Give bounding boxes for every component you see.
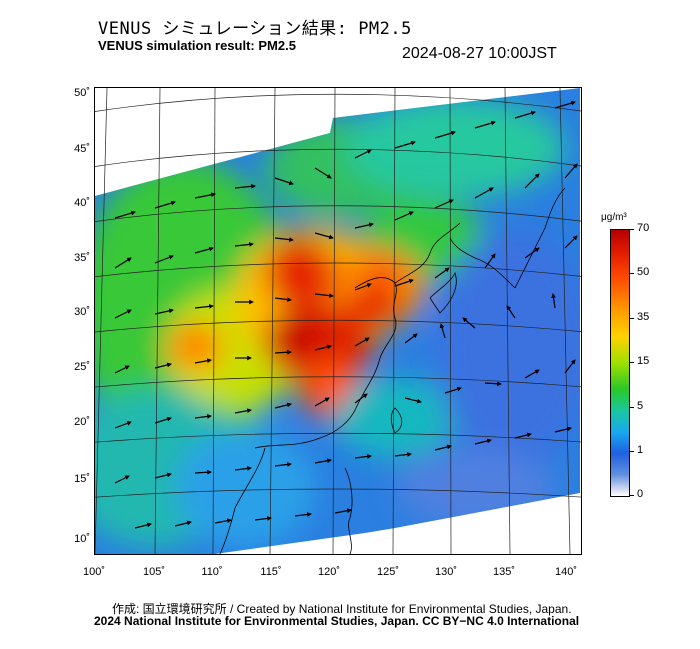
- lat-label-45: 45˚: [74, 143, 90, 155]
- colorbar-tick: [629, 229, 634, 230]
- map-canvas: [95, 88, 581, 554]
- lon-label-100: 100˚: [82, 566, 106, 578]
- lon-label-140: 140˚: [554, 566, 578, 578]
- lon-label-125: 125˚: [376, 566, 400, 578]
- colorbar: [610, 229, 630, 497]
- lon-label-120: 120˚: [317, 566, 341, 578]
- lon-label-110: 110˚: [201, 566, 223, 578]
- colorbar-label-70: 70: [637, 222, 650, 234]
- lat-label-15: 15˚: [74, 473, 90, 485]
- colorbar-label-1: 1: [637, 444, 644, 456]
- colorbar-unit: μg/m³: [601, 212, 627, 223]
- lon-label-115: 115˚: [260, 566, 282, 578]
- colorbar-tick: [629, 362, 634, 363]
- wind-vectors: [114, 100, 578, 529]
- lat-label-10: 10˚: [74, 533, 90, 545]
- title-english: VENUS simulation result: PM2.5: [98, 38, 296, 53]
- colorbar-label-5: 5: [637, 400, 644, 412]
- colorbar-label-0: 0: [637, 488, 644, 500]
- pm25-map: [94, 87, 582, 555]
- colorbar-tick: [629, 495, 634, 496]
- lat-label-20: 20˚: [74, 416, 90, 428]
- lon-label-135: 135˚: [492, 566, 516, 578]
- title-japanese: VENUS シミュレーション結果: PM2.5: [98, 19, 412, 39]
- colorbar-tick: [629, 407, 634, 408]
- colorbar-label-35: 35: [637, 311, 650, 323]
- lon-label-130: 130˚: [434, 566, 458, 578]
- coastlines: [219, 187, 566, 554]
- timestamp: 2024-08-27 10:00JST: [402, 45, 557, 62]
- copyright-text: 2024 National Institute for Environmenta…: [94, 614, 580, 628]
- colorbar-tick: [629, 451, 634, 452]
- colorbar-label-15: 15: [637, 355, 650, 367]
- credit-text: 作成: 国立環境研究所 / Created by National Instit…: [112, 602, 572, 616]
- colorbar-tick: [629, 318, 634, 319]
- graticule: [95, 88, 581, 554]
- colorbar-tick: [629, 273, 634, 274]
- concentration-field: [95, 88, 580, 554]
- lat-label-25: 25˚: [74, 361, 90, 373]
- lat-label-40: 40˚: [74, 197, 90, 209]
- lat-label-30: 30˚: [74, 306, 90, 318]
- lat-label-50: 50˚: [74, 87, 90, 99]
- lon-label-105: 105˚: [142, 566, 166, 578]
- colorbar-label-50: 50: [637, 266, 650, 278]
- lat-label-35: 35˚: [74, 252, 90, 264]
